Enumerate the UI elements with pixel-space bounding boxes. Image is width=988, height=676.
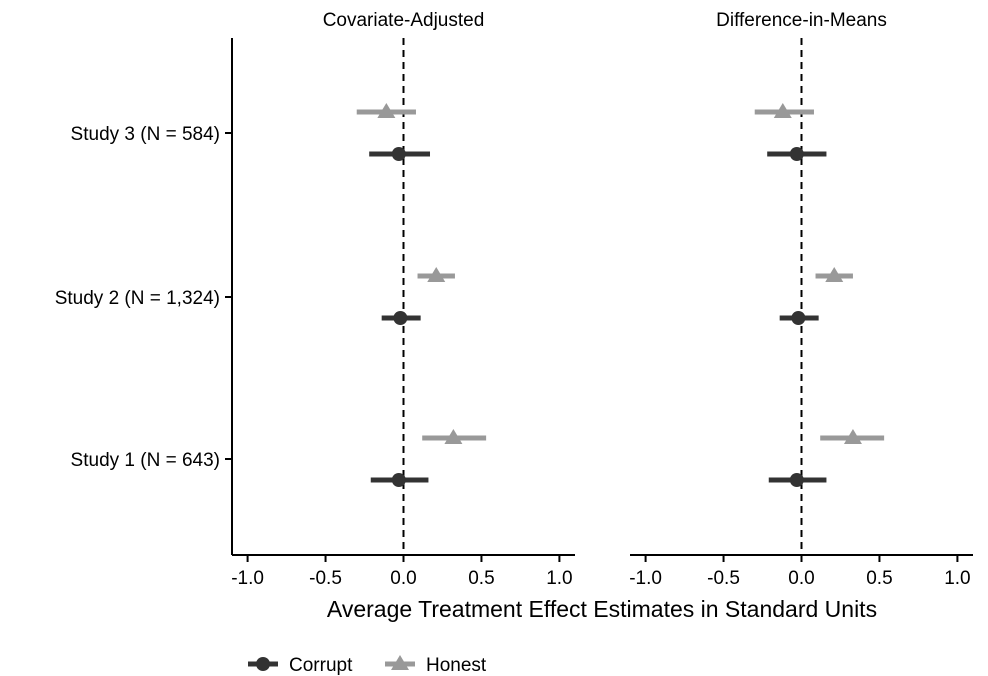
legend-key-triangle [391,655,409,670]
x-tick-label: 0.5 [866,568,892,589]
point-estimate-honest [377,103,396,118]
panel-titles: Covariate-Adjusted Difference-in-Means [323,10,887,31]
panel-title: Covariate-Adjusted [323,10,485,31]
x-tick-label: 1.0 [944,568,970,589]
x-tick-label: -1.0 [231,568,264,589]
point-estimate-corrupt [789,473,804,487]
point-estimate-honest [444,429,463,444]
x-tick-label: 1.0 [546,568,572,589]
axes: -1.0 -0.5 0.0 0.5 1.0 -1.0 -0.5 0.0 0.5 1.0 Study … [55,38,973,589]
point-estimate-corrupt [393,311,408,325]
x-tick-label: -0.5 [309,568,342,589]
legend-label: Corrupt [289,655,353,676]
y-tick-label: Study 3 (N = 584) [71,124,220,145]
panel-title: Difference-in-Means [716,10,887,31]
point-estimate-honest [427,267,446,282]
legend: Corrupt Honest [248,655,487,676]
y-tick-label: Study 2 (N = 1,324) [55,288,220,309]
x-tick-label: -1.0 [629,568,662,589]
point-estimate-honest [773,103,792,118]
legend-key-circle [256,657,270,671]
point-estimate-corrupt [391,147,406,161]
point-estimate-corrupt [791,311,806,325]
x-tick-label: -0.5 [707,568,740,589]
x-tick-label: 0.0 [788,568,814,589]
point-estimate-honest [843,429,862,444]
point-estimate-corrupt [789,147,804,161]
x-axis-title: Average Treatment Effect Estimates in St… [327,596,877,622]
chart-marks [356,38,885,555]
x-tick-label: 0.5 [468,568,494,589]
legend-label: Honest [426,655,487,676]
x-tick-label: 0.0 [390,568,416,589]
point-estimate-honest [825,267,844,282]
y-tick-label: Study 1 (N = 643) [71,450,220,471]
point-estimate-corrupt [391,473,406,487]
